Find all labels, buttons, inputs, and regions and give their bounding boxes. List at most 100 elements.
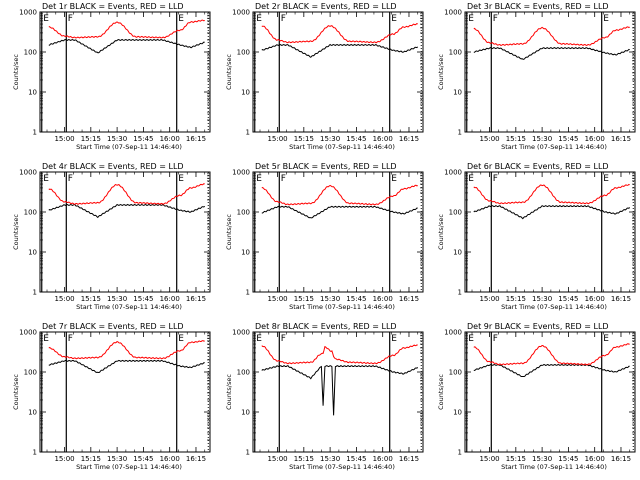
x-tick-label: 15:00 <box>267 135 287 143</box>
series-lld-line <box>48 183 205 205</box>
x-tick-label: 16:15 <box>186 455 206 463</box>
marker-label: F <box>281 14 286 24</box>
y-axis-label: Counts/sec <box>225 54 233 90</box>
x-tick-label: 15:45 <box>133 135 153 143</box>
x-tick-label: 15:45 <box>346 455 366 463</box>
y-tick-label: 1 <box>458 129 462 137</box>
x-tick-label: 16:15 <box>611 135 631 143</box>
series-events-line <box>473 205 631 220</box>
marker-label: E <box>391 174 397 184</box>
marker-label: E <box>256 14 262 24</box>
marker-label: E <box>391 334 397 344</box>
x-tick-label: 15:15 <box>294 295 314 303</box>
x-tick-label: 15:00 <box>54 295 74 303</box>
y-tick-label: 100 <box>24 49 37 57</box>
x-tick-label: 16:15 <box>186 295 206 303</box>
plot-frame <box>464 171 636 293</box>
x-axis-label: Start Time (07-Sep-11 14:46:40) <box>289 143 395 151</box>
y-tick-label: 1 <box>458 449 462 457</box>
x-tick-label: 15:15 <box>81 295 101 303</box>
series-lld-line <box>48 340 205 360</box>
plot-frame <box>252 171 424 293</box>
marker-label: E <box>391 14 397 24</box>
x-tick-label: 15:45 <box>558 455 578 463</box>
series-events-line <box>48 203 206 219</box>
y-tick-label: 100 <box>24 209 37 217</box>
y-tick-label: 1000 <box>444 9 462 17</box>
marker-label: E <box>256 174 262 184</box>
panel-title: Det 4r BLACK = Events, RED = LLD <box>42 162 184 171</box>
series-lld-line <box>261 184 418 206</box>
series-lld-line <box>473 343 630 366</box>
y-tick-label: 100 <box>449 209 462 217</box>
plot-frame <box>464 331 636 453</box>
x-tick-label: 15:45 <box>133 295 153 303</box>
x-tick-label: 16:00 <box>585 455 605 463</box>
marker-label: E <box>178 14 184 24</box>
y-tick-label: 10 <box>241 89 250 97</box>
y-tick-label: 100 <box>237 209 250 217</box>
x-tick-label: 15:45 <box>558 295 578 303</box>
x-tick-label: 15:15 <box>506 295 526 303</box>
plot-frame <box>39 171 211 293</box>
x-tick-label: 15:15 <box>81 455 101 463</box>
marker-label: F <box>493 14 498 24</box>
marker-label: E <box>43 14 49 24</box>
series-lld-line <box>473 26 630 46</box>
y-tick-label: 1 <box>458 289 462 297</box>
series-events-line <box>473 363 630 377</box>
panel-title: Det 8r BLACK = Events, RED = LLD <box>255 322 397 331</box>
series-events-line <box>48 38 205 54</box>
y-tick-label: 1 <box>33 449 37 457</box>
x-tick-label: 16:15 <box>611 295 631 303</box>
y-tick-label: 100 <box>449 49 462 57</box>
x-tick-label: 15:30 <box>532 295 552 303</box>
panel-det-9: Det 9r BLACK = Events, RED = LLD 1 10 100 10… <box>437 322 636 471</box>
panel-title: Det 9r BLACK = Events, RED = LLD <box>467 322 609 331</box>
plot-frame <box>464 11 636 133</box>
x-tick-label: 15:30 <box>320 455 340 463</box>
series-lld-line <box>48 19 205 39</box>
x-tick-label: 15:00 <box>267 295 287 303</box>
panel-det-7: Det 7r BLACK = Events, RED = LLD 1 10 100 10… <box>12 322 211 471</box>
x-tick-label: 15:15 <box>506 455 526 463</box>
y-tick-label: 1000 <box>19 329 37 337</box>
marker-label: F <box>281 174 286 184</box>
panel-det-4: Det 4r BLACK = Events, RED = LLD 1 10 100 10… <box>12 162 211 311</box>
y-tick-label: 1 <box>246 289 250 297</box>
x-tick-label: 15:30 <box>320 295 340 303</box>
x-tick-label: 15:30 <box>107 135 127 143</box>
y-tick-label: 1000 <box>232 9 250 17</box>
series-events-line <box>48 359 205 374</box>
marker-label: E <box>603 334 609 344</box>
x-tick-label: 16:15 <box>186 135 206 143</box>
y-axis-label: Counts/sec <box>437 214 445 250</box>
plot-frame <box>39 331 211 453</box>
y-axis-label: Counts/sec <box>225 374 233 410</box>
x-axis-label: Start Time (07-Sep-11 14:46:40) <box>501 303 607 311</box>
x-tick-label: 15:45 <box>558 135 578 143</box>
x-tick-label: 16:00 <box>585 295 605 303</box>
x-tick-label: 16:15 <box>611 455 631 463</box>
marker-label: E <box>43 334 49 344</box>
x-tick-label: 16:00 <box>160 455 180 463</box>
x-tick-label: 15:00 <box>54 135 74 143</box>
plot-frame <box>252 331 424 453</box>
y-tick-label: 1000 <box>444 169 462 177</box>
panel-title: Det 1r BLACK = Events, RED = LLD <box>42 2 184 11</box>
y-axis-label: Counts/sec <box>12 214 20 250</box>
y-tick-label: 1000 <box>19 9 37 17</box>
panel-title: Det 7r BLACK = Events, RED = LLD <box>42 322 184 331</box>
marker-label: E <box>256 334 262 344</box>
x-tick-label: 15:30 <box>532 455 552 463</box>
x-tick-label: 15:30 <box>107 455 127 463</box>
x-axis-label: Start Time (07-Sep-11 14:46:40) <box>501 463 607 471</box>
panel-det-6: Det 6r BLACK = Events, RED = LLD 1 10 100 10… <box>437 162 636 311</box>
y-tick-label: 10 <box>453 409 462 417</box>
x-tick-label: 15:00 <box>479 455 499 463</box>
y-tick-label: 10 <box>28 249 37 257</box>
y-tick-label: 1000 <box>444 329 462 337</box>
x-tick-label: 15:45 <box>346 135 366 143</box>
series-events-line <box>261 365 419 416</box>
